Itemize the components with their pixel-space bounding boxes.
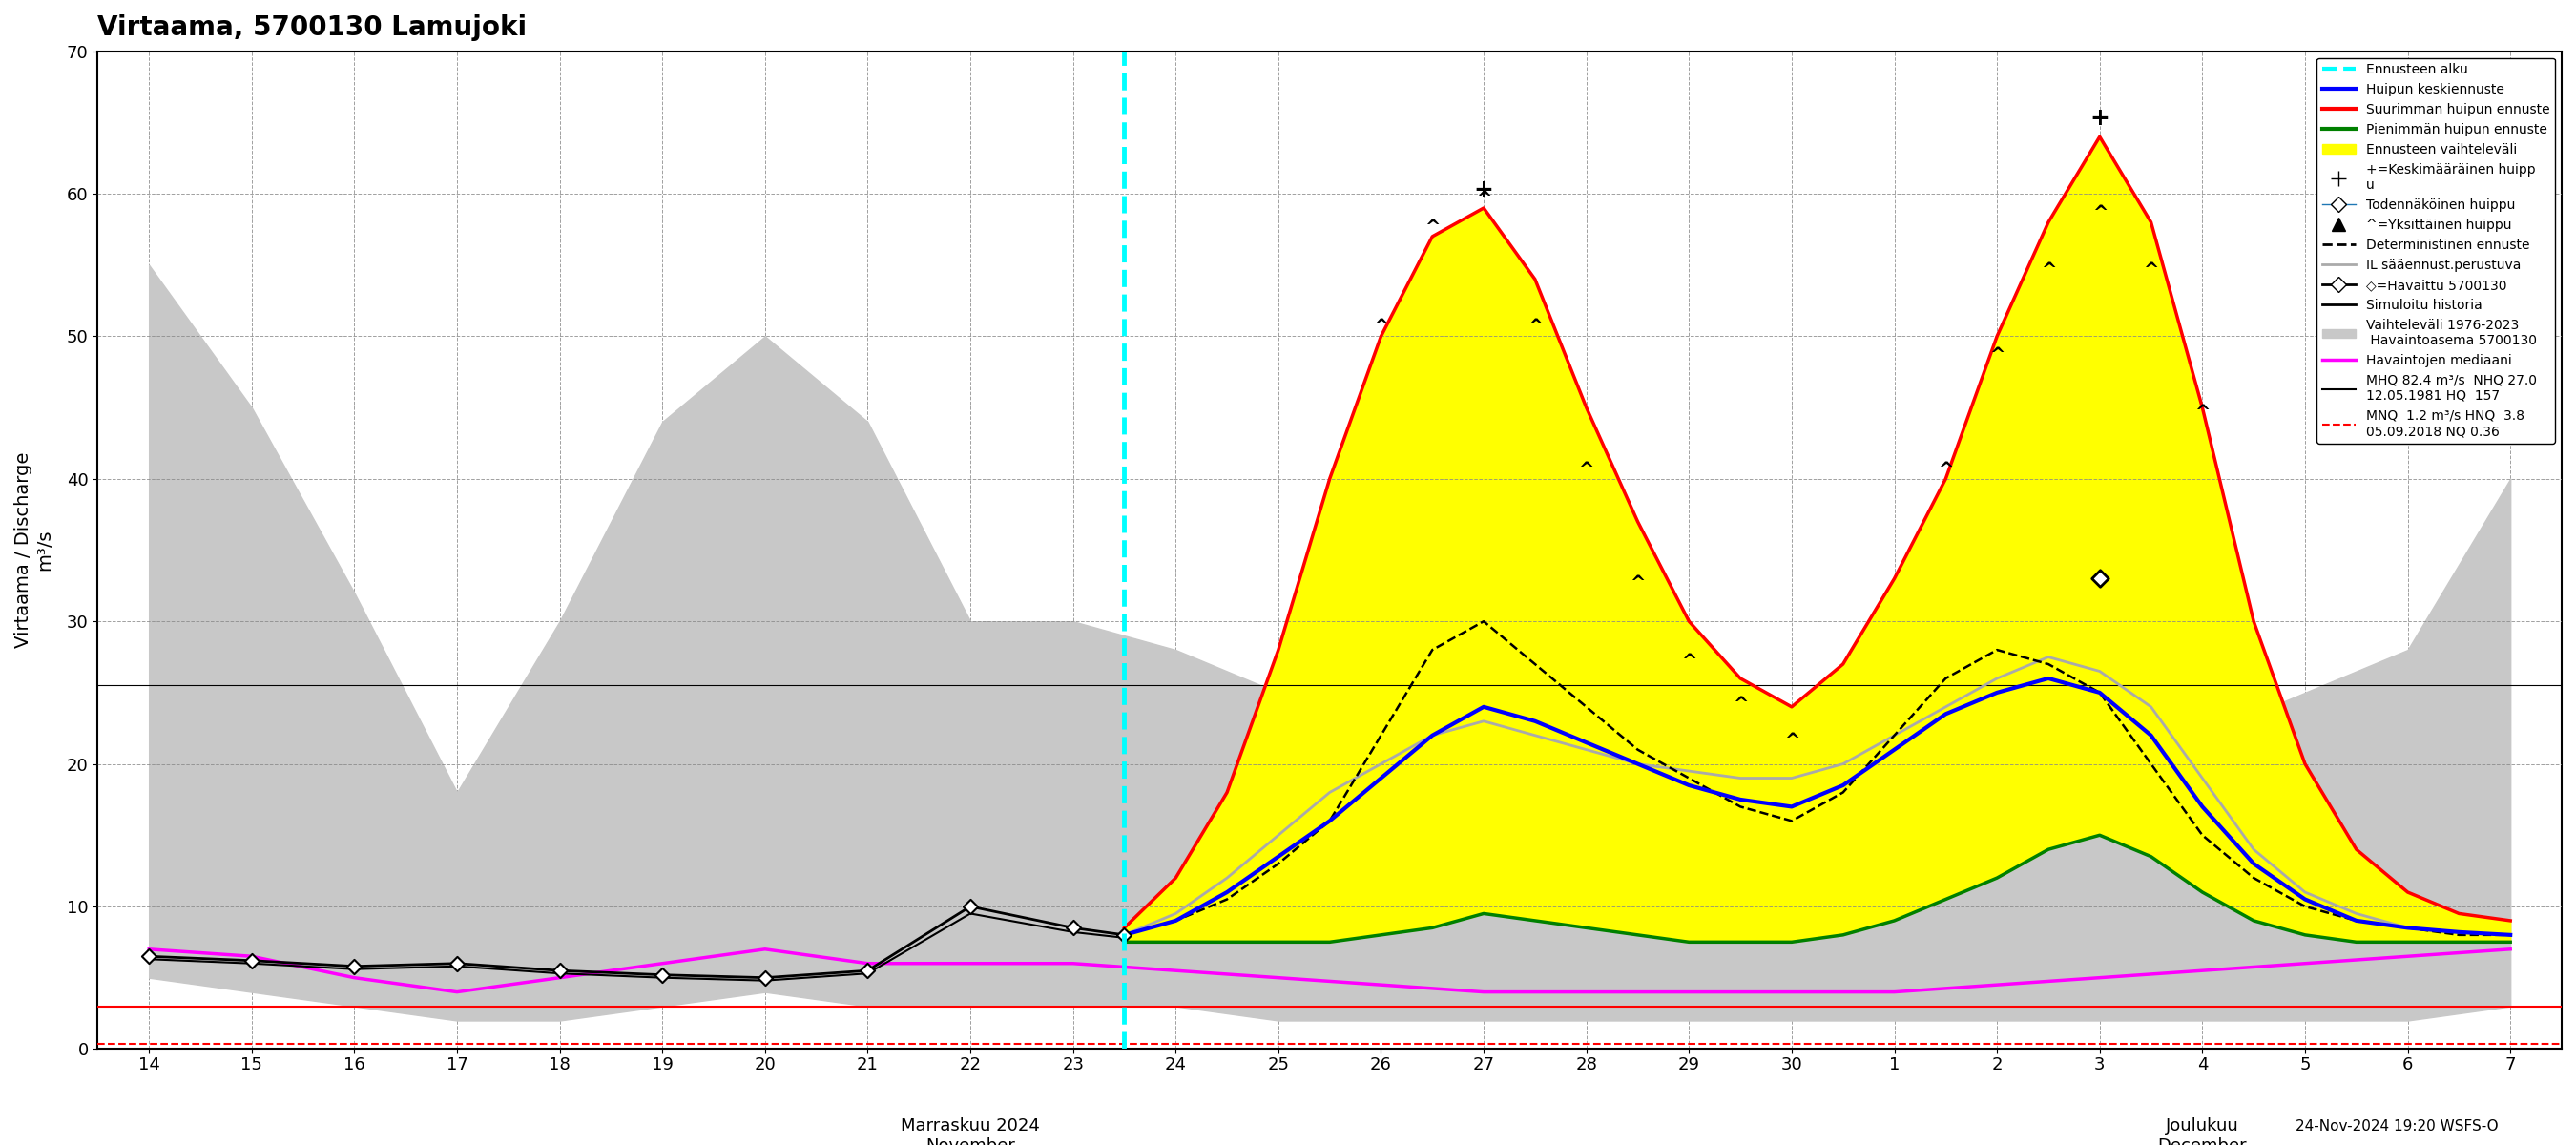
Point [641, 965, 683, 984]
Text: ^: ^ [1579, 460, 1595, 479]
Text: Joulukuu
December: Joulukuu December [2159, 1118, 2246, 1145]
Text: ^: ^ [1734, 696, 1749, 714]
Text: ^: ^ [2143, 261, 2159, 279]
Point [1103, 926, 1144, 945]
Point [335, 957, 376, 976]
Text: +: + [2089, 106, 2110, 129]
Legend: Ennusteen alku, Huipun keskiennuste, Suurimman huipun ennuste, Pienimmän huipun : Ennusteen alku, Huipun keskiennuste, Suu… [2316, 58, 2555, 443]
Text: ^: ^ [1476, 190, 1492, 208]
Text: ^: ^ [1528, 318, 1543, 337]
Text: ^: ^ [1682, 653, 1698, 671]
Text: ^: ^ [1937, 460, 1953, 479]
Point [232, 951, 273, 970]
Point [2079, 569, 2120, 587]
Point [744, 969, 786, 987]
Text: ^: ^ [1783, 732, 1801, 750]
Text: ^: ^ [1631, 575, 1646, 593]
Text: ^: ^ [2092, 204, 2107, 222]
Point [129, 947, 170, 965]
Point [1054, 918, 1095, 937]
Y-axis label: Virtaama / Discharge
m³/s: Virtaama / Discharge m³/s [15, 452, 54, 648]
Text: ^: ^ [1425, 219, 1440, 237]
Point [538, 962, 580, 980]
Text: ^: ^ [1373, 318, 1388, 337]
Point [951, 898, 992, 916]
Text: Virtaama, 5700130 Lamujoki: Virtaama, 5700130 Lamujoki [98, 14, 528, 41]
Text: +: + [1473, 177, 1494, 200]
Text: 24-Nov-2024 19:20 WSFS-O: 24-Nov-2024 19:20 WSFS-O [2295, 1120, 2499, 1134]
Text: ^: ^ [1989, 347, 2004, 365]
Point [848, 962, 889, 980]
Text: Marraskuu 2024
November: Marraskuu 2024 November [902, 1118, 1041, 1145]
Text: ^: ^ [2195, 404, 2210, 421]
Point [435, 954, 477, 972]
Text: ^: ^ [2040, 261, 2056, 279]
